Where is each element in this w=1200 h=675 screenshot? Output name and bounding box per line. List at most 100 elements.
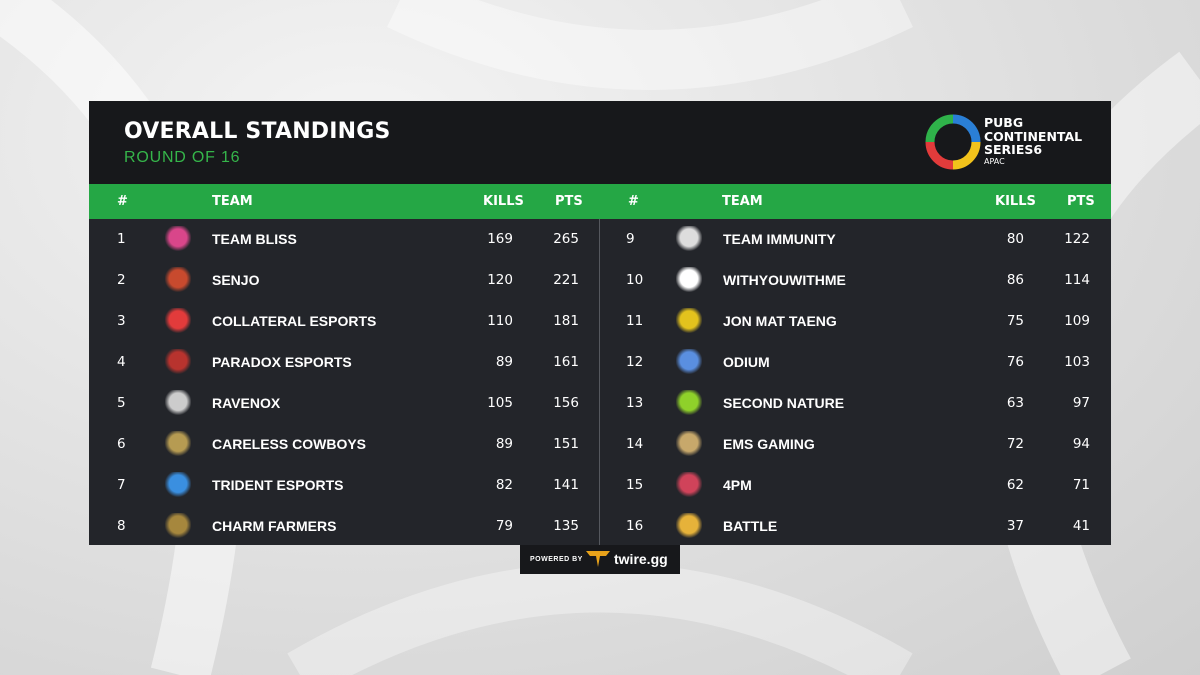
team-name: 4PM bbox=[723, 477, 752, 493]
col-rank-right: # bbox=[628, 194, 639, 209]
pts-cell: 41 bbox=[1072, 518, 1090, 534]
pts-cell: 122 bbox=[1064, 231, 1090, 247]
column-divider bbox=[599, 219, 600, 545]
table-row: 7 TRIDENT ESPORTS 82 141 bbox=[89, 465, 599, 506]
team-name: SENJO bbox=[212, 272, 260, 288]
rank-cell: 16 bbox=[626, 518, 644, 534]
rank-cell: 10 bbox=[626, 272, 644, 288]
rank-cell: 7 bbox=[117, 477, 126, 493]
team-name: CHARM FARMERS bbox=[212, 518, 337, 534]
table-row: 10 WITHYOUWITHME 86 114 bbox=[600, 260, 1110, 301]
kills-cell: 75 bbox=[1006, 313, 1024, 329]
team-name: JON MAT TAENG bbox=[723, 313, 837, 329]
kills-cell: 105 bbox=[487, 395, 513, 411]
team-logo-icon bbox=[676, 472, 702, 498]
powered-by-footer: POWERED BY twire.gg bbox=[520, 545, 680, 574]
table-row: 1 TEAM BLISS 169 265 bbox=[89, 219, 599, 260]
team-name: TEAM IMMUNITY bbox=[723, 231, 836, 247]
panel-header: OVERALL STANDINGS ROUND OF 16 PUBG CONTI… bbox=[89, 101, 1111, 184]
twire-brand: twire.gg bbox=[614, 551, 668, 567]
kills-cell: 86 bbox=[1006, 272, 1024, 288]
table-row: 4 PARADOX ESPORTS 89 161 bbox=[89, 342, 599, 383]
team-logo-icon bbox=[165, 513, 191, 539]
team-name: BATTLE bbox=[723, 518, 778, 534]
table-row: 8 CHARM FARMERS 79 135 bbox=[89, 506, 599, 547]
team-logo-icon bbox=[676, 349, 702, 375]
kills-cell: 110 bbox=[487, 313, 513, 329]
rank-cell: 8 bbox=[117, 518, 126, 534]
pts-cell: 97 bbox=[1072, 395, 1090, 411]
col-rank-left: # bbox=[117, 194, 128, 209]
rank-cell: 6 bbox=[117, 436, 126, 452]
rank-cell: 12 bbox=[626, 354, 644, 370]
kills-cell: 37 bbox=[1006, 518, 1024, 534]
team-logo-icon bbox=[165, 267, 191, 293]
rank-cell: 5 bbox=[117, 395, 126, 411]
table-row: 6 CARELESS COWBOYS 89 151 bbox=[89, 424, 599, 465]
standings-panel: OVERALL STANDINGS ROUND OF 16 PUBG CONTI… bbox=[89, 101, 1111, 545]
pts-cell: 109 bbox=[1064, 313, 1090, 329]
team-name: TEAM BLISS bbox=[212, 231, 297, 247]
team-name: SECOND NATURE bbox=[723, 395, 845, 411]
pcs-emblem-icon bbox=[925, 114, 981, 170]
table-row: 5 RAVENOX 105 156 bbox=[89, 383, 599, 424]
kills-cell: 80 bbox=[1006, 231, 1024, 247]
logo-line-2: CONTINENTAL bbox=[984, 128, 1083, 144]
rank-cell: 13 bbox=[626, 395, 644, 411]
table-row: 14 EMS GAMING 72 94 bbox=[600, 424, 1110, 465]
team-name: TRIDENT ESPORTS bbox=[212, 477, 344, 493]
table-row: 16 BATTLE 37 41 bbox=[600, 506, 1110, 547]
table-row: 9 TEAM IMMUNITY 80 122 bbox=[600, 219, 1110, 260]
col-team-left: TEAM bbox=[212, 194, 253, 209]
pts-cell: 141 bbox=[553, 477, 579, 493]
team-name: WITHYOUWITHME bbox=[723, 272, 846, 288]
kills-cell: 89 bbox=[495, 436, 513, 452]
rank-cell: 11 bbox=[626, 313, 644, 329]
table-row: 11 JON MAT TAENG 75 109 bbox=[600, 301, 1110, 342]
pts-cell: 181 bbox=[553, 313, 579, 329]
pts-cell: 221 bbox=[553, 272, 579, 288]
col-pts-right: PTS bbox=[1067, 194, 1095, 209]
logo-line-3: SERIES6 bbox=[984, 142, 1043, 157]
team-logo-icon bbox=[676, 308, 702, 334]
rank-cell: 2 bbox=[117, 272, 126, 288]
col-kills-left: KILLS bbox=[483, 194, 524, 209]
rank-cell: 9 bbox=[626, 231, 635, 247]
col-kills-right: KILLS bbox=[995, 194, 1036, 209]
table-row: 15 4PM 62 71 bbox=[600, 465, 1110, 506]
kills-cell: 169 bbox=[487, 231, 513, 247]
rank-cell: 14 bbox=[626, 436, 644, 452]
pts-cell: 156 bbox=[553, 395, 579, 411]
pts-cell: 71 bbox=[1072, 477, 1090, 493]
column-header-bar: # TEAM KILLS PTS # TEAM KILLS PTS bbox=[89, 184, 1111, 219]
team-logo-icon bbox=[165, 349, 191, 375]
kills-cell: 120 bbox=[487, 272, 513, 288]
kills-cell: 82 bbox=[495, 477, 513, 493]
rank-cell: 4 bbox=[117, 354, 126, 370]
team-name: ODIUM bbox=[723, 354, 770, 370]
pts-cell: 94 bbox=[1072, 436, 1090, 452]
pts-cell: 114 bbox=[1064, 272, 1090, 288]
team-logo-icon bbox=[676, 431, 702, 457]
page-title: OVERALL STANDINGS bbox=[124, 119, 391, 144]
table-row: 12 ODIUM 76 103 bbox=[600, 342, 1110, 383]
team-name: EMS GAMING bbox=[723, 436, 815, 452]
pts-cell: 103 bbox=[1064, 354, 1090, 370]
logo-region: APAC bbox=[984, 156, 1005, 166]
team-logo-icon bbox=[165, 472, 191, 498]
team-name: RAVENOX bbox=[212, 395, 281, 411]
team-name: CARELESS COWBOYS bbox=[212, 436, 367, 452]
rank-cell: 1 bbox=[117, 231, 126, 247]
team-logo-icon bbox=[676, 390, 702, 416]
team-logo-icon bbox=[165, 226, 191, 252]
rank-cell: 3 bbox=[117, 313, 126, 329]
team-logo-icon bbox=[676, 226, 702, 252]
kills-cell: 72 bbox=[1006, 436, 1024, 452]
pts-cell: 161 bbox=[553, 354, 579, 370]
pcs-logo: PUBG CONTINENTAL SERIES6 APAC bbox=[924, 113, 1094, 175]
kills-cell: 62 bbox=[1006, 477, 1024, 493]
team-logo-icon bbox=[165, 431, 191, 457]
team-logo-icon bbox=[165, 308, 191, 334]
kills-cell: 63 bbox=[1006, 395, 1024, 411]
logo-line-1: PUBG bbox=[984, 115, 1024, 130]
